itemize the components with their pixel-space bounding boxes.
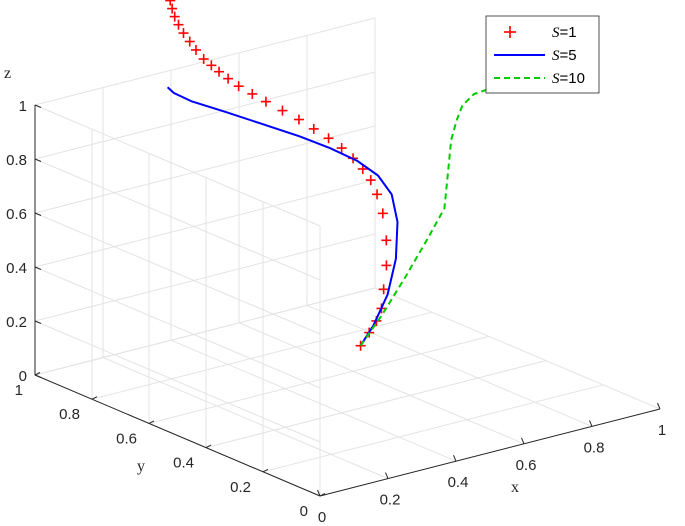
z-tick [34,104,42,108]
x-tick [317,489,321,497]
x-tick-label: 0.6 [516,457,537,474]
x-tick-label: 1 [658,422,666,439]
series-1-marker [372,189,383,200]
y-tick-label: 0.4 [173,455,194,472]
legend-label: S=5 [552,47,577,64]
series-1-marker [165,0,176,6]
legend-entry-1: S=1 [504,24,577,41]
x-tick [657,402,661,410]
x-tick-label: 0.8 [584,439,605,456]
series-1-marker [277,105,288,116]
series-1-marker [381,260,392,271]
grid-line [34,320,321,443]
grid-line [306,304,593,427]
y-tick-label: 1 [15,382,23,399]
y-tick [148,420,155,424]
series-1-marker [233,81,244,92]
z-tick [34,374,42,378]
series-1-marker [336,143,347,154]
x-tick [521,437,525,444]
series-1-marker [223,73,234,84]
series-layer [165,0,490,351]
series-1-marker [178,28,189,39]
series-2-line [166,86,399,347]
series-1-marker [206,60,217,71]
grid-line [205,360,547,449]
x-tick-label: 0 [318,509,326,526]
grid-line [262,384,604,473]
series-1-marker [198,54,209,65]
series-1-marker [365,175,376,186]
legend: S=1 S=5 S=10 [485,15,600,94]
z-tick-label: 0.2 [6,314,27,331]
series-3-line [359,88,490,347]
series-1-marker [323,133,334,144]
x-axis-line [319,408,661,497]
series-1-marker [260,96,271,107]
legend-entry-2: S=5 [494,47,577,64]
series-1-marker [377,208,388,219]
z-tick [34,320,42,324]
legend-label: S=1 [552,24,577,41]
y-tick [319,493,326,497]
y-tick-label: 0.6 [116,430,137,447]
z-tick [34,158,42,162]
legend-label: S=10 [552,70,585,87]
series-1-marker [191,44,201,55]
y-tick [262,468,269,473]
grid-line [91,311,433,400]
y-axis-line [34,374,321,497]
z-tick-label: 0.4 [6,260,27,277]
series-1-marker [169,11,180,22]
z-axis-label: z [4,65,11,82]
y-tick-label: 0.8 [59,406,80,423]
x-tick [589,420,593,427]
legend-entry-3: S=10 [494,70,585,87]
x-tick [385,472,389,479]
z-tick [34,266,42,270]
grid-line [34,266,321,389]
grid-line [34,212,321,335]
grid-line [170,339,457,462]
z-tick-label: 0 [19,368,27,385]
series-1-marker [247,88,258,99]
series-1-marker [173,19,184,30]
y-tick [91,396,98,400]
z-tick-label: 0.8 [6,152,27,169]
x-tick-label: 0.4 [448,474,469,491]
series-1-marker [293,114,304,125]
grid-line [34,179,376,268]
grid-line [34,104,321,227]
grid-line [34,158,321,281]
tick-labels: 0000.20.20.20.40.40.40.60.60.60.80.80.81… [6,98,666,526]
grid-line [34,287,376,376]
series-1-marker [214,66,225,77]
series-1-marker [381,235,392,246]
y-tick-label: 0.2 [230,479,251,496]
y-axis-label: y [137,458,145,475]
y-tick [205,444,212,449]
y-tick [34,372,41,376]
grid-line [148,335,490,424]
grid-line [102,357,389,480]
z-tick-label: 1 [19,98,27,115]
x-tick [453,455,457,462]
grid-line [374,287,661,410]
grid-line [34,17,376,106]
y-tick-label: 0 [300,503,308,520]
axes [34,104,661,497]
series-1-marker [184,36,195,47]
grid-line [238,322,525,445]
series-1-marker [167,3,178,14]
grid-line [34,233,376,322]
x-axis-label: x [511,479,519,496]
z-tick-label: 0.6 [6,206,27,223]
x-tick-label: 0.2 [380,492,401,509]
series-1-marker [308,123,319,134]
series-1-marker [378,284,389,295]
z-tick [34,212,42,216]
